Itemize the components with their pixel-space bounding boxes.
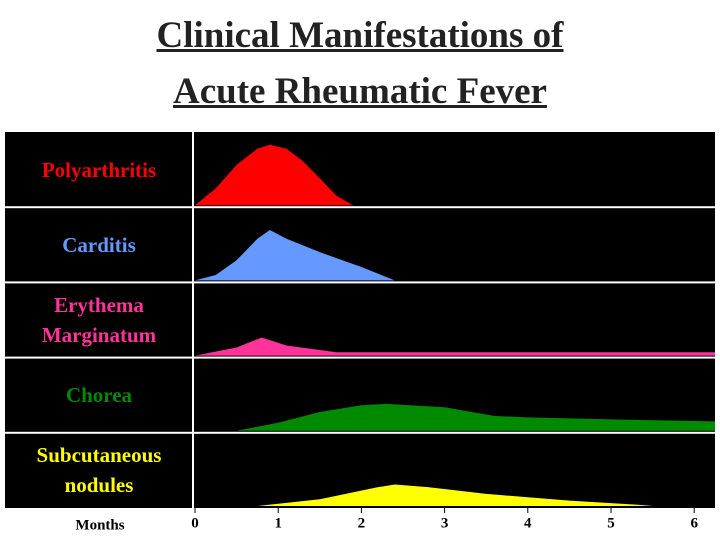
series-label: Erythema Marginatum — [5, 282, 193, 357]
series-name: Carditis — [62, 232, 136, 257]
row-divider — [5, 281, 715, 284]
x-tick-label: 3 — [441, 515, 449, 531]
area — [195, 230, 395, 281]
series-name: Chorea — [65, 383, 133, 408]
area — [236, 403, 715, 431]
column-divider — [192, 132, 194, 508]
series-name: Subcutaneous nodules — [36, 443, 162, 498]
series-label: Chorea — [5, 358, 193, 433]
x-axis-label: Months — [75, 517, 124, 533]
x-tick-label: 1 — [274, 515, 282, 531]
area — [257, 484, 653, 506]
area — [195, 337, 715, 356]
series-label: Polyarthritis — [5, 132, 193, 207]
series-name: Polyarthritis — [41, 157, 157, 182]
row-divider — [5, 356, 715, 359]
frame — [5, 132, 715, 508]
x-tick-label: 4 — [524, 515, 532, 531]
series-label: Subcutaneous nodules — [5, 433, 193, 508]
series-name: Erythema Marginatum — [41, 292, 157, 347]
area — [195, 144, 354, 206]
x-tick-label: 6 — [690, 515, 698, 531]
x-tick-label: 2 — [358, 515, 366, 531]
x-tick-label: 0 — [191, 515, 199, 531]
series-label: Carditis — [5, 207, 193, 282]
x-tick-label: 5 — [607, 515, 615, 531]
row-divider — [5, 431, 715, 434]
row-divider — [5, 206, 715, 209]
chart-title: Clinical Manifestations of Acute Rheumat… — [156, 15, 564, 112]
